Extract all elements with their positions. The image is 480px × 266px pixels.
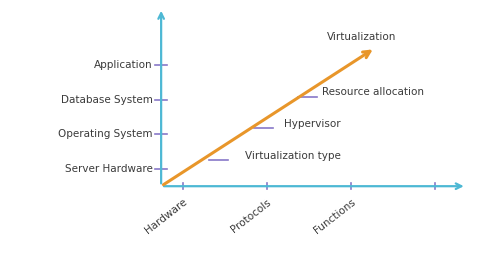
Text: Database System: Database System: [60, 95, 152, 105]
Text: Operating System: Operating System: [58, 129, 152, 139]
Text: Resource allocation: Resource allocation: [322, 87, 423, 97]
Text: Network: Network: [478, 180, 480, 193]
Text: Functions: Functions: [311, 197, 357, 235]
Text: Virtualization type: Virtualization type: [245, 151, 340, 161]
Text: Server: Server: [140, 0, 181, 3]
Text: Protocols: Protocols: [229, 197, 273, 234]
Text: Server Hardware: Server Hardware: [64, 164, 152, 174]
Text: Application: Application: [94, 60, 152, 70]
Text: Hypervisor: Hypervisor: [283, 119, 340, 129]
Text: Virtualization: Virtualization: [326, 32, 396, 42]
Text: Hardware: Hardware: [143, 197, 189, 236]
